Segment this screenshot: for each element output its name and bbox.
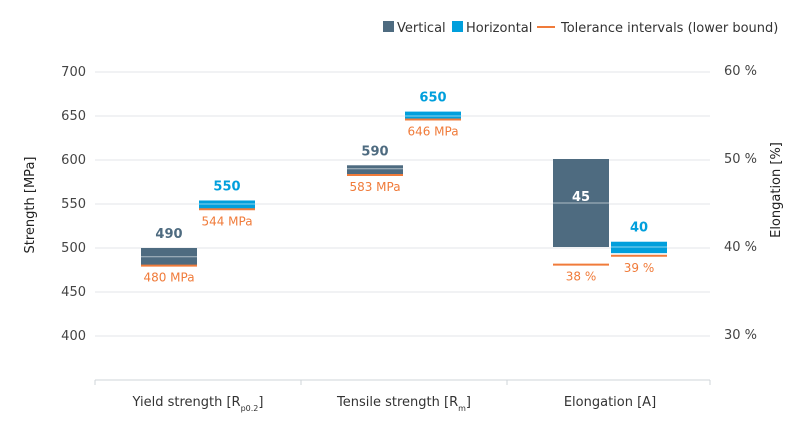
legend: Vertical Horizontal Tolerance intervals (l…: [383, 21, 778, 36]
y-right-axis-title: Elongation [%]: [769, 142, 784, 238]
x-category-label: Tensile strength [Rm]: [336, 395, 471, 413]
y-right-tick-label: 60 %: [724, 64, 757, 79]
legend-vertical-label: Vertical: [397, 21, 446, 36]
vertical-bar: [347, 165, 403, 175]
bars: [141, 111, 667, 267]
legend-tolerance-label: Tolerance intervals (lower bound): [560, 21, 778, 36]
y-left-tick-label: 550: [61, 197, 86, 212]
y-left-tick-label: 450: [61, 285, 86, 300]
vertical-value-label: 490: [155, 227, 182, 242]
y-right-tick-label: 40 %: [724, 240, 757, 255]
tolerance-label: 583 MPa: [349, 180, 400, 194]
tolerance-label: 480 MPa: [143, 271, 194, 285]
tolerance-label: 39 %: [624, 261, 655, 275]
category-label-text: Yield strength [R: [132, 395, 241, 410]
x-category-label: Yield strength [Rp0.2]: [132, 395, 264, 413]
horizontal-value-label: 40: [630, 221, 648, 236]
bar-labels: 490 480 MPa 550 544 MPa 590 583 MPa 650 646 MPa…: [143, 91, 654, 285]
tolerance-label: 38 %: [566, 270, 597, 284]
horizontal-value-label: 650: [419, 91, 446, 106]
category-label-subscript: p0.2: [241, 404, 259, 413]
y-left-tick-label: 400: [61, 329, 86, 344]
legend-horizontal-label: Horizontal: [466, 21, 532, 36]
y-left-tick-label: 600: [61, 153, 86, 168]
tolerance-label: 544 MPa: [201, 214, 252, 228]
category-label-suffix: ]: [466, 395, 471, 410]
legend-horizontal-swatch: [452, 21, 463, 32]
tolerance-label: 646 MPa: [407, 125, 458, 139]
y-left-tick-label: 700: [61, 65, 86, 80]
horizontal-bar: [199, 200, 255, 210]
y-right-tick-label: 30 %: [724, 328, 757, 343]
category-label-text: Elongation [A]: [564, 395, 656, 410]
vertical-value-label: 590: [361, 144, 388, 159]
legend-vertical-swatch: [383, 21, 394, 32]
y-left-axis-title: Strength [MPa]: [23, 157, 38, 254]
vertical-value-label: 45: [572, 190, 590, 205]
category-label-suffix: ]: [258, 395, 263, 410]
y-left-tick-label: 650: [61, 109, 86, 124]
axes: 700 650 600 550 500 450 400 60 % 50 % 40 % 30 % Yie…: [23, 64, 784, 413]
y-left-tick-label: 500: [61, 241, 86, 256]
category-label-text: Tensile strength [R: [336, 395, 458, 410]
horizontal-value-label: 550: [213, 179, 240, 194]
x-category-label: Elongation [A]: [564, 395, 656, 410]
gridlines: [95, 71, 710, 337]
category-label-subscript: m: [458, 404, 466, 413]
y-right-tick-label: 50 %: [724, 152, 757, 167]
